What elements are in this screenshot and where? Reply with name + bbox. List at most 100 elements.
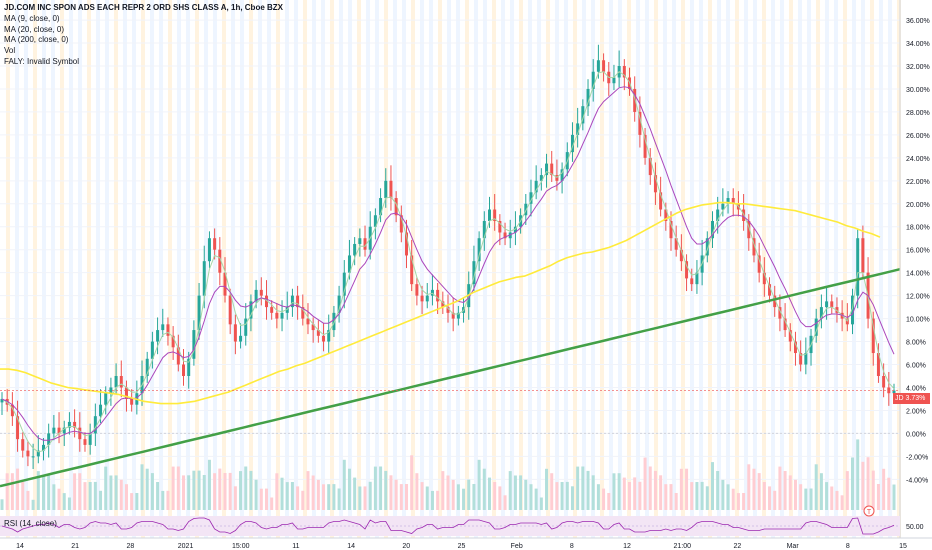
candle-body xyxy=(638,111,642,135)
candle-body xyxy=(539,175,543,181)
volume-bar xyxy=(633,477,637,510)
symbol-title[interactable]: JD.COM INC SPON ADS EACH REPR 2 ORD SHS … xyxy=(4,3,283,12)
volume-bar xyxy=(529,484,533,510)
legend-ma20[interactable]: MA (20, close, 0) xyxy=(4,24,65,34)
candle-body xyxy=(316,330,320,336)
session-stripe xyxy=(303,0,307,538)
volume-bar xyxy=(876,484,880,510)
legend-faly[interactable]: FALY: Invalid Symbol xyxy=(4,56,79,66)
volume-bar xyxy=(114,475,118,510)
session-stripe xyxy=(240,0,244,538)
candle-body xyxy=(10,404,14,417)
candle-body xyxy=(73,421,77,428)
price-axis[interactable]: 36.00% 34.00% 32.00% 30.00% 28.00% 26.00% 24.0… xyxy=(899,0,930,538)
candle-body xyxy=(793,341,797,354)
y-tick-label: 30.00% xyxy=(906,87,930,94)
candle-body xyxy=(67,421,71,428)
volume-bar xyxy=(773,490,777,510)
ma20-line xyxy=(1,86,895,441)
candle-body xyxy=(493,209,497,221)
candle-body xyxy=(602,60,606,72)
volume-bar xyxy=(239,471,243,510)
volume-bar xyxy=(477,459,481,510)
y-tick-label: 20.00% xyxy=(906,202,930,209)
volume-bar xyxy=(892,484,896,510)
candle-body xyxy=(363,238,367,250)
y-tick-label: 32.00% xyxy=(906,64,930,71)
candle-body xyxy=(659,192,663,210)
candle-body xyxy=(399,215,403,233)
volume-bar xyxy=(337,488,341,510)
candle-body xyxy=(830,301,834,308)
session-stripe xyxy=(501,0,505,538)
rsi-level-label: 50.00 xyxy=(906,524,924,531)
candle-body xyxy=(332,312,336,331)
legend-ma9[interactable]: MA (9, close, 0) xyxy=(4,13,60,23)
volume-bar xyxy=(379,466,383,510)
volume-bar xyxy=(228,472,232,510)
rsi-pane[interactable]: 50.00 xyxy=(0,516,924,536)
legend-ma200[interactable]: MA (200, close, 0) xyxy=(4,35,69,45)
event-marker[interactable]: T xyxy=(863,505,875,517)
event-marker-circle[interactable] xyxy=(863,505,875,517)
volume-bar xyxy=(565,481,569,510)
time-axis[interactable]: 14 21 28 2021 15:00 11 14 20 25 Feb 8 12 21:00 22 Mar 8… xyxy=(0,537,932,550)
session-stripe xyxy=(78,0,82,538)
volume-bar xyxy=(430,490,434,510)
session-stripe xyxy=(843,0,847,538)
x-tick-label: 25 xyxy=(458,543,466,550)
candle-body xyxy=(752,238,756,256)
volume-bar xyxy=(135,493,139,510)
volume-bar xyxy=(570,486,574,510)
volume-bar xyxy=(882,468,886,510)
volume-bar xyxy=(119,479,123,510)
candle-body xyxy=(21,439,25,451)
candle-body xyxy=(664,209,668,221)
volume-bar xyxy=(617,473,621,510)
volume-bar xyxy=(384,470,388,510)
candle-body xyxy=(156,330,160,342)
session-stripe xyxy=(600,0,604,538)
volume-bar xyxy=(73,473,77,510)
session-stripe xyxy=(816,0,820,538)
candle-body xyxy=(633,88,637,112)
candle-body xyxy=(430,289,434,296)
session-stripe xyxy=(663,0,667,538)
candle-body xyxy=(389,180,393,199)
session-stripe xyxy=(528,0,532,538)
candle-body xyxy=(176,347,180,365)
volume-bar xyxy=(420,482,424,510)
candle-body xyxy=(104,393,108,405)
volume-bar xyxy=(368,481,372,510)
volume-bar xyxy=(78,473,82,510)
volume-bar xyxy=(182,475,186,510)
volume-bar xyxy=(451,479,455,510)
rsi-legend[interactable]: RSI (14, close) xyxy=(4,519,57,528)
volume-bar xyxy=(311,475,315,510)
session-stripe xyxy=(834,0,838,538)
y-tick-label: -4.00% xyxy=(906,477,928,484)
volume-bar xyxy=(487,477,491,510)
session-stripe xyxy=(645,0,649,538)
volume-bar xyxy=(52,484,56,510)
x-tick-label: 21:00 xyxy=(673,543,691,550)
x-tick-label: Feb xyxy=(511,543,523,550)
volume-bar xyxy=(690,482,694,510)
candle-body xyxy=(36,450,40,457)
candle-body xyxy=(768,284,772,296)
volume-bar xyxy=(259,488,263,510)
candle-body xyxy=(202,261,206,296)
session-stripe xyxy=(726,0,730,538)
session-stripe xyxy=(681,0,685,538)
y-tick-label: 8.00% xyxy=(906,340,926,347)
price-tag: JD 3.73% xyxy=(893,393,930,404)
candle-body xyxy=(436,289,440,302)
volume-bar xyxy=(581,466,585,510)
candle-body xyxy=(550,163,554,176)
legend-vol[interactable]: Vol xyxy=(4,46,16,56)
x-tick-label: 15:00 xyxy=(232,543,250,550)
candle-body xyxy=(446,307,450,313)
candle-body xyxy=(353,243,357,256)
candle-body xyxy=(524,203,528,216)
